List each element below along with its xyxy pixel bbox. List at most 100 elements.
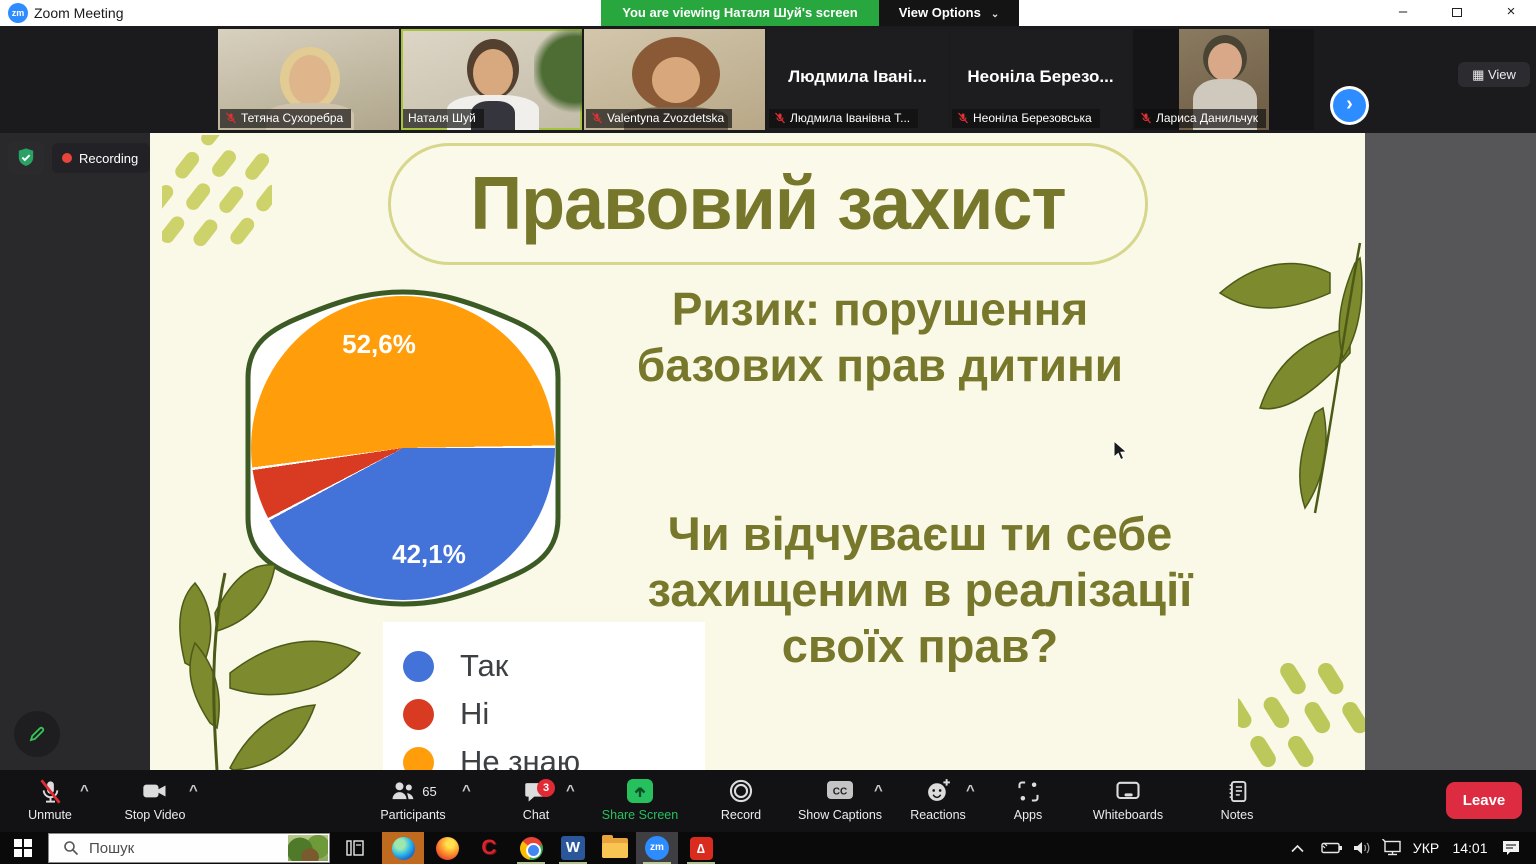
notes-icon [1229,780,1246,802]
legend-item: Ні [403,696,489,732]
taskbar-ccleaner-icon[interactable]: C [468,832,510,864]
pie-chart [251,296,555,600]
reactions-smiley-icon [928,779,950,801]
muted-mic-icon [592,112,602,124]
chart-legend: Так Ні Не знаю [383,622,705,770]
minimize-button[interactable]: – [1398,3,1408,20]
whiteboards-button[interactable]: Whiteboards [1083,776,1173,822]
view-options-button[interactable]: View Options ⌄ [879,0,1019,26]
taskbar-zoom-icon[interactable]: zm [636,832,678,864]
video-options-caret[interactable]: ^ [189,782,198,799]
unmute-button[interactable]: Unmute [5,776,95,822]
security-shield-icon[interactable] [8,141,44,175]
taskbar-word-icon[interactable]: W [552,832,594,864]
muted-mic-icon [226,112,236,124]
video-tile-active-speaker[interactable]: Наталя Шуй [401,29,582,130]
leaf-branch-decoration [1218,242,1363,514]
unmute-options-caret[interactable]: ^ [80,782,89,799]
participants-button[interactable]: 65 Participants [368,776,458,822]
recording-dot-icon [62,153,72,163]
video-tile-camera-off[interactable]: Неоніла Березо... Неоніла Березовська [950,29,1131,130]
ccleaner-icon: C [481,836,497,859]
taskbar-search-input[interactable]: Пошук [48,833,330,863]
record-icon [729,779,753,803]
acrobat-icon: ∆ [689,836,713,860]
title-bar: zm Zoom Meeting You are viewing Наталя Ш… [0,0,1536,26]
muted-mic-icon [39,778,61,804]
share-screen-icon [627,779,653,803]
chat-button[interactable]: 3 Chat [491,776,581,822]
chat-options-caret[interactable]: ^ [566,782,575,799]
chrome-icon [519,836,543,860]
firefox-icon [435,836,459,860]
taskbar-explorer-icon[interactable] [594,832,636,864]
video-tile[interactable]: Лариса Данильчук [1133,29,1314,130]
windows-logo-icon [14,839,32,857]
annotate-button[interactable] [14,711,60,757]
slide-title: Правовий захист [470,162,1066,246]
edge-icon [391,836,415,860]
start-button[interactable] [0,832,46,864]
share-screen-button[interactable]: Share Screen [595,776,685,822]
reactions-button[interactable]: Reactions [893,776,983,822]
show-captions-button[interactable]: CC Show Captions [795,776,885,822]
ethernet-icon [1382,839,1401,856]
close-button[interactable]: × [1506,3,1516,20]
plant-decoration [179,564,362,770]
chat-badge: 3 [537,779,555,797]
tray-expand-button[interactable] [1284,832,1310,864]
leave-button[interactable]: Leave [1446,782,1522,819]
participant-name-label: Неоніла Березовська [952,109,1100,128]
apps-button[interactable]: Apps [983,776,1073,822]
maximize-icon [1452,8,1462,17]
file-explorer-icon [602,835,628,858]
participant-display-name: Неоніла Березо... [967,67,1114,86]
risk-heading: Ризик: порушення базових прав дитини [636,283,1124,391]
video-tile-camera-off[interactable]: Людмила Івані... Людмила Іванівна Т... [767,29,948,130]
participant-display-name: Людмила Івані... [788,67,927,86]
tray-volume[interactable] [1348,832,1376,864]
view-layout-button[interactable]: ▦ View [1458,62,1530,87]
participants-count: 65 [422,783,437,799]
tray-network[interactable] [1378,832,1408,864]
content-right-gutter [1365,133,1536,770]
tray-clock[interactable]: 14:01 [1452,840,1488,856]
notes-button[interactable]: Notes [1192,776,1282,822]
speaker-icon [1354,842,1370,854]
participant-name-label: Людмила Іванівна Т... [769,109,919,128]
stop-video-button[interactable]: Stop Video [110,776,200,822]
video-tile[interactable]: Тетяна Сухоребра [218,29,399,130]
participants-options-caret[interactable]: ^ [462,782,471,799]
svg-text:CC: CC [833,787,847,798]
plant-background [534,29,582,130]
recording-indicator: Recording [52,143,151,173]
legend-dot-no [403,698,434,730]
pencil-icon [29,726,45,742]
record-button[interactable]: Record [696,776,786,822]
muted-mic-icon [775,112,785,124]
dots-decoration-top-left [162,135,272,247]
window-title: Zoom Meeting [34,5,124,21]
tray-battery[interactable] [1316,832,1346,864]
viewing-banner: You are viewing Наталя Шуй's screen [601,0,879,26]
reactions-options-caret[interactable]: ^ [966,782,975,799]
participant-name-label: Valentyna Zvozdetska [586,109,733,128]
maximize-button[interactable] [1434,0,1480,26]
taskbar-chrome-icon[interactable] [510,832,552,864]
tray-language[interactable]: УКР [1412,840,1440,856]
taskbar-acrobat-icon[interactable]: ∆ [680,832,722,864]
battery-charging-icon [1321,842,1342,854]
taskbar-firefox-icon[interactable] [426,832,468,864]
shared-screen-area: Recording Правовий захист Ризи [0,133,1536,770]
slide-question: Чи відчуваєш ти себе захищеним в реаліза… [647,507,1193,672]
task-view-button[interactable] [334,832,376,864]
action-center-button[interactable] [1494,832,1528,864]
presentation-slide: Правовий захист Ризик: порушення базових… [150,133,1365,770]
word-icon: W [561,836,585,860]
search-placeholder: Пошук [89,839,135,857]
captions-options-caret[interactable]: ^ [874,782,883,799]
windows-taskbar: Пошук C W zm ∆ УКР 14:01 [0,832,1536,864]
video-tile[interactable]: Valentyna Zvozdetska [584,29,765,130]
next-videos-button[interactable]: › [1333,89,1366,122]
taskbar-edge-icon[interactable] [382,832,424,864]
